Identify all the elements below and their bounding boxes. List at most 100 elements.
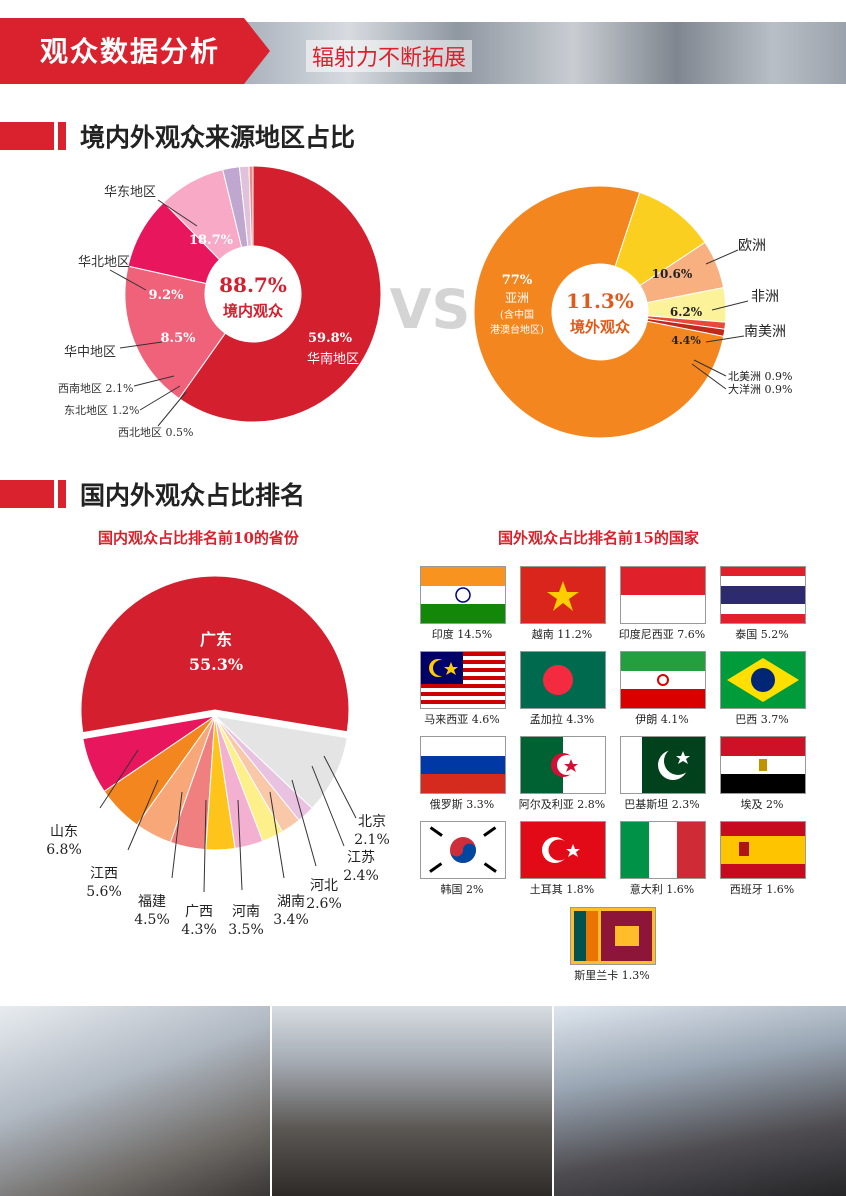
country-label: 印度 14.5% xyxy=(431,628,493,641)
flag-icon xyxy=(620,821,706,879)
section-bar xyxy=(0,122,54,150)
country-label: 埃及 2% xyxy=(740,798,784,811)
foreign-donut xyxy=(473,185,727,439)
country-flag-item: 伊朗 4.1% xyxy=(616,651,708,731)
country-flag-item: 泰国 5.2% xyxy=(716,566,808,646)
country-flag-item: 土耳其 1.8% xyxy=(516,821,608,901)
slice-value: 2.6% xyxy=(306,896,342,912)
flag-icon xyxy=(720,566,806,624)
slice-label: 东北地区 1.2% xyxy=(64,404,139,417)
slice-name: 河北 xyxy=(310,878,338,894)
donut-hole xyxy=(552,264,648,360)
flag-graphic xyxy=(421,652,505,708)
exhibition-photo-strip xyxy=(0,1006,846,1196)
flag-graphic xyxy=(721,737,805,793)
leader-line xyxy=(237,799,243,891)
country-flag-item: 马来西亚 4.6% xyxy=(416,651,508,731)
flag-icon xyxy=(420,821,506,879)
flag-graphic xyxy=(521,567,605,623)
section-title: 境内外观众来源地区占比 xyxy=(80,123,356,152)
slice-name: 广东 xyxy=(200,630,232,649)
flag-graphic xyxy=(521,737,605,793)
country-label: 泰国 5.2% xyxy=(735,628,789,641)
pie-slice xyxy=(178,165,382,423)
exhibition-photo xyxy=(272,1006,552,1196)
country-flag-item: 巴西 3.7% xyxy=(716,651,808,731)
country-flag-item: 西班牙 1.6% xyxy=(716,821,808,901)
slice-value: 18.7% xyxy=(189,233,234,248)
flag-icon xyxy=(720,651,806,709)
slice-name: 华中地区 xyxy=(64,345,116,360)
flag-graphic xyxy=(721,652,805,708)
country-label: 伊朗 4.1% xyxy=(635,713,689,726)
leader-line xyxy=(311,765,345,847)
pie-slice xyxy=(80,575,350,734)
country-flag-item: 韩国 2% xyxy=(416,821,508,901)
province-pie xyxy=(80,575,350,851)
leader-line xyxy=(171,791,183,879)
country-flag-item: 孟加拉 4.3% xyxy=(516,651,608,731)
flag-graphic xyxy=(571,908,655,964)
section-heading-regions: 境内外观众来源地区占比 xyxy=(0,120,846,154)
country-label: 巴西 3.7% xyxy=(735,713,789,726)
leader-line xyxy=(693,359,727,377)
slice-value: 6.2% xyxy=(670,305,703,319)
country-flag-item: 巴基斯坦 2.3% xyxy=(616,736,708,816)
flag-graphic xyxy=(721,567,805,623)
leader-line xyxy=(157,199,198,227)
slice-value: 10.6% xyxy=(652,267,693,281)
country-label: 巴基斯坦 2.3% xyxy=(624,798,700,811)
leader-line xyxy=(291,779,317,867)
slice-label: 大洋洲 0.9% xyxy=(728,382,792,396)
section-heading-ranking: 国内外观众占比排名 xyxy=(0,478,846,512)
leader-line xyxy=(119,341,163,349)
slice-name: 南美洲 xyxy=(744,324,786,340)
leader-line xyxy=(109,269,147,291)
slice-value: 4.3% xyxy=(181,922,217,938)
slice-value: 2.1% xyxy=(354,832,390,848)
flag-icon xyxy=(570,907,656,965)
slice-value: 9.2% xyxy=(149,288,185,303)
country-flag-item: 印度 14.5% xyxy=(416,566,508,646)
header-red-tab xyxy=(0,18,270,84)
flag-icon xyxy=(620,651,706,709)
flag-graphic xyxy=(621,822,705,878)
leader-line xyxy=(157,391,187,427)
country-label: 孟加拉 4.3% xyxy=(529,713,595,726)
donut-hole xyxy=(205,246,301,342)
flag-graphic xyxy=(721,822,805,878)
country-label: 斯里兰卡 1.3% xyxy=(574,969,650,982)
country-label: 阿尔及利亚 2.8% xyxy=(518,798,606,811)
domestic-labels: 88.7% 境内观众 59.8% 18.7% 9.2% 8.5% 华南地区 华东地区华北地区华… xyxy=(58,185,359,439)
country-flag-item: 越南 11.2% xyxy=(516,566,608,646)
province-pie-chart: 广东 55.3% 山东 6.8% 江西 5.6% 福建 4.5% 广西 4.3% 河南 3.5% 湖南 3… xyxy=(46,575,390,938)
slice-name: 华东地区 xyxy=(104,185,156,200)
slice-name: 北京 xyxy=(358,814,386,830)
slice-value: 59.8% xyxy=(308,331,353,346)
flag-graphic xyxy=(421,737,505,793)
country-flag-item: 印度尼西亚 7.6% xyxy=(616,566,708,646)
country-label: 马来西亚 4.6% xyxy=(424,713,500,726)
country-label: 越南 11.2% xyxy=(531,628,593,641)
slice-name: 福建 xyxy=(138,894,166,910)
slice-value: 3.4% xyxy=(273,912,309,928)
slice-name: 湖南 xyxy=(277,894,305,910)
exhibition-photo xyxy=(0,1006,270,1196)
country-flag-item: 俄罗斯 3.3% xyxy=(416,736,508,816)
country-label: 印度尼西亚 7.6% xyxy=(618,628,706,641)
leader-line xyxy=(711,300,749,311)
leader-line xyxy=(323,755,357,819)
flag-icon xyxy=(520,566,606,624)
slice-value: 3.5% xyxy=(228,922,264,938)
flag-graphic xyxy=(521,822,605,878)
slice-label: 西南地区 2.1% xyxy=(58,382,133,395)
slice-name: 非洲 xyxy=(751,289,779,305)
flag-icon xyxy=(520,736,606,794)
section-bar xyxy=(0,480,54,508)
flag-graphic xyxy=(521,652,605,708)
center-label: 境外观众 xyxy=(570,318,630,336)
slice-value: 8.5% xyxy=(161,331,197,346)
flag-icon xyxy=(420,566,506,624)
slice-name: 江西 xyxy=(90,866,118,882)
leader-line xyxy=(705,335,745,343)
